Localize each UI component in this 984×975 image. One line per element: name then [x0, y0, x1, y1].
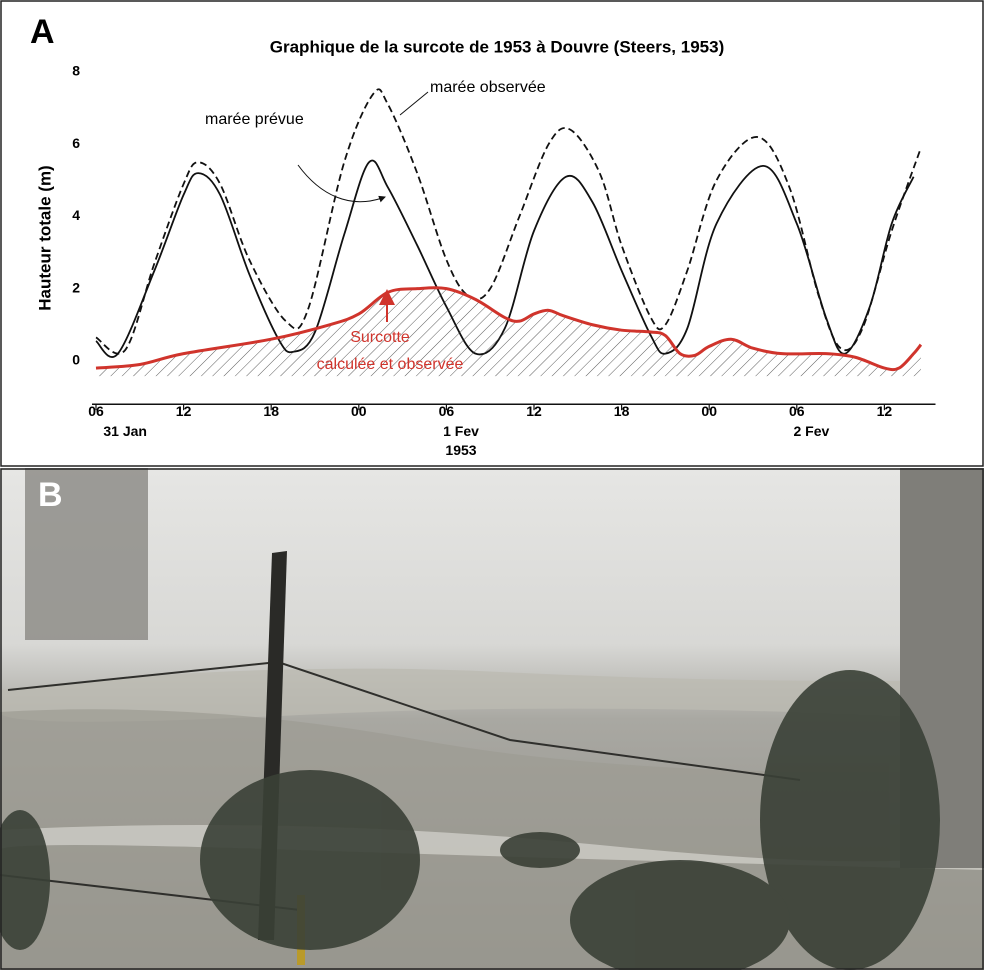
y-tick-label: 2: [72, 279, 80, 295]
y-tick-label: 4: [72, 207, 80, 223]
tree: [760, 670, 940, 970]
pillar: [25, 468, 148, 640]
y-tick-label: 6: [72, 135, 80, 151]
panel-a-frame: [0, 0, 984, 467]
date-label: 1 Fev: [443, 423, 479, 439]
year-label: 1953: [445, 442, 476, 458]
photo: B: [0, 468, 984, 975]
panel-label: A: [30, 13, 55, 51]
series-line: [95, 286, 923, 372]
x-tick-label: 06: [88, 403, 104, 419]
x-tick-label: 06: [439, 403, 455, 419]
x-tick-label: 12: [877, 403, 893, 419]
x-tick-label: 12: [176, 403, 192, 419]
date-label: 2 Fev: [793, 423, 829, 439]
tree: [0, 810, 50, 950]
tree: [200, 770, 420, 950]
y-tick-label: 0: [72, 352, 80, 368]
plot: 0 2 4 6 8 06 12 18 00 06 12 18 00 06 12 31 Jan 1 Fev 2 Fe…: [72, 63, 936, 458]
panel-b-frame: [0, 468, 984, 970]
annotation: marée observée: [430, 79, 546, 96]
x-tick-label: 18: [614, 403, 630, 419]
annotation-pointer: [399, 91, 429, 116]
tree: [500, 832, 580, 868]
x-tick-label: 18: [263, 403, 279, 419]
surge-area: [96, 287, 921, 377]
y-axis-label: Hauteur totale (m): [35, 165, 54, 310]
x-tick-label: 12: [526, 403, 542, 419]
sea-band: [0, 668, 984, 722]
wire: [7, 660, 801, 781]
tree: [570, 860, 790, 975]
annotation: Surcotte: [350, 329, 410, 346]
series-line: [95, 88, 922, 355]
x-tick-label: 00: [351, 403, 367, 419]
annotation-pointer: [297, 164, 386, 203]
annotation: calculée et observée: [317, 356, 464, 373]
panel-label: B: [38, 476, 63, 514]
chart-title: Graphique de la surcote de 1953 à Douvre…: [270, 37, 724, 56]
x-tick-label: 06: [789, 403, 805, 419]
annotation: marée prévue: [205, 111, 304, 128]
y-tick-label: 8: [72, 63, 80, 79]
date-label: 31 Jan: [103, 423, 147, 439]
x-tick-label: 00: [701, 403, 717, 419]
